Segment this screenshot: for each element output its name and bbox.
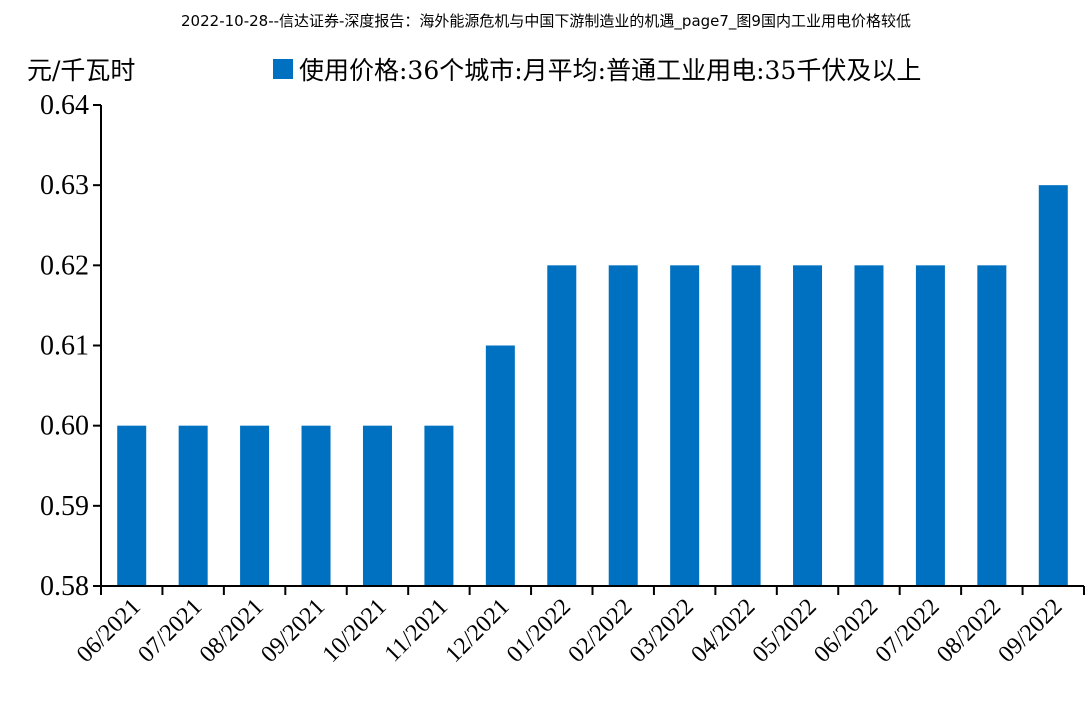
bar	[670, 265, 700, 586]
legend-swatch	[273, 59, 293, 79]
y-tick-label: 0.60	[40, 411, 89, 442]
bar	[424, 425, 454, 586]
bar	[608, 265, 638, 586]
bar	[301, 425, 331, 586]
x-tick-label: 08/2021	[195, 594, 269, 668]
x-tick-label: 03/2022	[625, 594, 699, 668]
chart-title: 2022-10-28--信达证券-深度报告：海外能源危机与中国下游制造业的机遇_…	[181, 12, 911, 31]
bar	[240, 425, 270, 586]
y-tick-label: 0.61	[40, 331, 89, 362]
bar	[731, 265, 761, 586]
bar	[547, 265, 577, 586]
x-axis-ticks: 06/202107/202108/202109/202110/202111/20…	[72, 586, 1085, 668]
x-tick-label: 09/2022	[994, 594, 1068, 668]
y-axis-ticks: 0.58 0.59 0.60 0.61 0.62 0.63 0.64	[40, 90, 101, 602]
bar	[1038, 185, 1068, 587]
y-tick-label: 0.64	[40, 90, 89, 121]
bar	[117, 425, 147, 586]
bar	[915, 265, 945, 586]
legend: 使用价格:36个城市:月平均:普通工业用电:35千伏及以上	[273, 56, 921, 85]
legend-label: 使用价格:36个城市:月平均:普通工业用电:35千伏及以上	[299, 56, 921, 85]
bar	[854, 265, 884, 586]
bar	[485, 345, 515, 586]
x-tick-label: 01/2022	[502, 594, 576, 668]
x-tick-label: 06/2022	[809, 594, 883, 668]
x-tick-label: 02/2022	[563, 594, 637, 668]
y-tick-label: 0.59	[40, 491, 89, 522]
y-tick-label: 0.63	[40, 170, 89, 201]
bar	[362, 425, 392, 586]
x-tick-label: 06/2021	[72, 594, 146, 668]
y-axis-unit-label: 元/千瓦时	[27, 56, 135, 85]
x-tick-label: 05/2022	[748, 594, 822, 668]
x-tick-label: 10/2021	[318, 594, 392, 668]
x-tick-label: 07/2022	[871, 594, 945, 668]
y-tick-label: 0.62	[40, 250, 89, 281]
x-tick-label: 12/2021	[441, 594, 515, 668]
x-tick-label: 04/2022	[686, 594, 760, 668]
bar	[977, 265, 1007, 586]
x-tick-label: 08/2022	[932, 594, 1006, 668]
y-tick-label: 0.58	[40, 571, 89, 602]
bar	[178, 425, 208, 586]
bar	[793, 265, 823, 586]
x-tick-label: 09/2021	[256, 594, 330, 668]
x-tick-label: 07/2021	[133, 594, 207, 668]
x-tick-label: 11/2021	[380, 594, 453, 667]
bar-series	[117, 185, 1068, 587]
